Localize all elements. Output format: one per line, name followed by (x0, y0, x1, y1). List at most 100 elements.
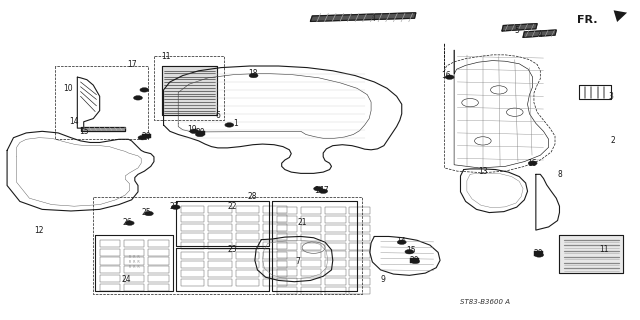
Bar (180, 233, 204, 240)
Bar (276, 234, 297, 241)
Bar (263, 224, 287, 231)
Bar (236, 215, 259, 222)
Bar (196, 131, 205, 135)
Bar (301, 207, 321, 214)
Bar (124, 267, 145, 273)
Bar (208, 261, 232, 268)
Bar (325, 225, 346, 232)
Text: ST83-B3600 A: ST83-B3600 A (461, 299, 511, 305)
Bar (301, 252, 321, 259)
Circle shape (528, 161, 537, 165)
Polygon shape (81, 126, 125, 131)
Bar (142, 134, 151, 138)
Text: 26: 26 (122, 218, 132, 227)
Text: 14: 14 (69, 117, 79, 126)
Text: 2: 2 (610, 136, 615, 145)
Bar (349, 252, 370, 259)
Bar (349, 207, 370, 214)
Bar (100, 258, 120, 265)
Circle shape (411, 259, 420, 264)
Text: 4: 4 (538, 30, 543, 39)
Circle shape (445, 75, 454, 79)
Bar (208, 206, 232, 213)
Text: 23: 23 (227, 245, 237, 254)
Bar (236, 206, 259, 213)
Bar (100, 284, 120, 291)
Bar (208, 215, 232, 222)
Circle shape (314, 187, 323, 191)
Bar (325, 269, 346, 276)
Text: 11: 11 (161, 52, 170, 61)
Polygon shape (502, 24, 537, 31)
Text: 19: 19 (188, 125, 197, 134)
Bar (208, 252, 232, 260)
Bar (180, 206, 204, 213)
Bar (263, 279, 287, 286)
Bar (148, 275, 169, 282)
Bar (124, 275, 145, 282)
Bar (148, 249, 169, 256)
Polygon shape (559, 235, 623, 273)
Text: 15: 15 (406, 246, 415, 255)
Text: 20: 20 (141, 132, 151, 140)
Bar (236, 252, 259, 260)
Bar (180, 215, 204, 222)
Circle shape (225, 123, 234, 127)
Bar (276, 243, 297, 250)
Bar (276, 216, 297, 223)
Bar (301, 260, 321, 268)
Bar (263, 270, 287, 277)
Bar (236, 279, 259, 286)
Text: FR.: FR. (577, 15, 598, 25)
Circle shape (249, 73, 258, 78)
Circle shape (397, 240, 406, 244)
Bar (276, 278, 297, 285)
Bar (124, 249, 145, 256)
Text: 20: 20 (534, 250, 543, 259)
Circle shape (405, 250, 414, 254)
Circle shape (195, 132, 204, 137)
Text: 5: 5 (515, 27, 519, 36)
Text: 11: 11 (600, 245, 609, 254)
Text: R R R
R R R
R R R: R R R R R R R R R (129, 255, 140, 268)
Text: 27: 27 (170, 202, 179, 211)
Bar (325, 252, 346, 259)
Bar (349, 225, 370, 232)
Bar (236, 270, 259, 277)
Circle shape (534, 253, 543, 257)
Text: 16: 16 (527, 159, 537, 168)
Text: 15: 15 (79, 127, 88, 136)
Bar (349, 243, 370, 250)
Text: 18: 18 (248, 69, 258, 78)
Text: 7: 7 (295, 258, 300, 267)
Bar (276, 207, 297, 214)
Bar (301, 269, 321, 276)
Bar (124, 258, 145, 265)
Bar (100, 249, 120, 256)
Bar (301, 225, 321, 232)
Bar (100, 275, 120, 282)
Bar (208, 242, 232, 249)
Bar (180, 242, 204, 249)
Bar (349, 260, 370, 268)
Text: 9: 9 (380, 275, 385, 284)
Bar (301, 234, 321, 241)
Bar (208, 270, 232, 277)
Text: 1: 1 (314, 186, 319, 195)
Bar (276, 287, 297, 294)
Bar (180, 224, 204, 231)
Text: 24: 24 (122, 275, 131, 284)
Text: 14: 14 (396, 237, 406, 246)
Bar (208, 224, 232, 231)
Circle shape (138, 135, 147, 140)
Bar (263, 206, 287, 213)
Bar (325, 207, 346, 214)
Bar (180, 261, 204, 268)
Text: 10: 10 (63, 84, 72, 93)
Text: 1: 1 (234, 119, 238, 128)
Text: 12: 12 (35, 226, 44, 235)
Bar (263, 242, 287, 249)
Text: 16: 16 (442, 71, 451, 80)
Text: 4: 4 (371, 14, 376, 23)
Text: 28: 28 (248, 192, 257, 201)
